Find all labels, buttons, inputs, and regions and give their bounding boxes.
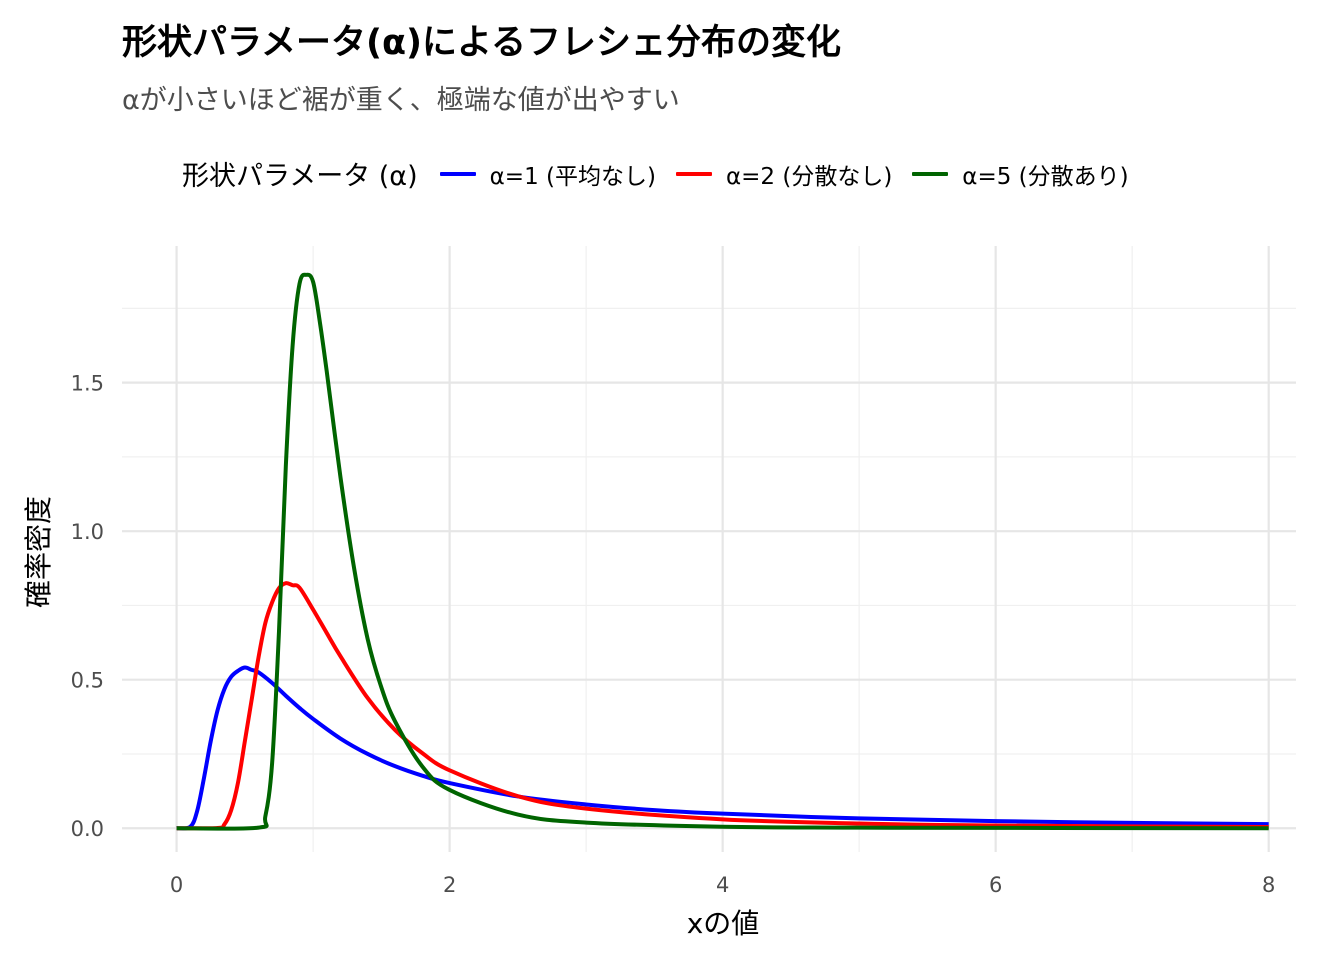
y-axis-title: 確率密度 xyxy=(22,496,55,608)
legend-label-alpha-1: α=1 (平均なし) xyxy=(489,163,656,190)
y-tick-label: 0.5 xyxy=(71,669,104,693)
x-tick-label: 2 xyxy=(443,873,456,897)
x-axis-title: xの値 xyxy=(687,907,760,940)
legend-item-alpha-5: α=5 (分散あり) xyxy=(912,157,1129,191)
legend-key-alpha-1 xyxy=(439,171,476,176)
chart-subtitle: αが小さいほど裾が重く、極端な値が出やすい xyxy=(122,85,680,116)
legend-item-alpha-2: α=2 (分散なし) xyxy=(675,157,893,191)
y-tick-label: 0.0 xyxy=(71,817,104,841)
legend: 形状パラメータ (α) α=1 (平均なし) α=2 (分散なし) α=5 (分… xyxy=(182,154,1149,193)
legend-item-alpha-1: α=1 (平均なし) xyxy=(439,157,656,191)
legend-label-alpha-5: α=5 (分散あり) xyxy=(962,163,1129,190)
x-tick-label: 4 xyxy=(716,873,729,897)
grid xyxy=(122,246,1296,852)
series-line-2 xyxy=(176,581,1269,831)
legend-title: 形状パラメータ (α) xyxy=(182,161,418,192)
tick-labels: 0 2 4 6 8 0.0 0.5 1.0 1.5 xyxy=(71,372,1276,897)
legend-label-alpha-2: α=2 (分散なし) xyxy=(725,163,893,190)
chart-title: 形状パラメータ(α)によるフレシェ分布の変化 xyxy=(122,23,841,63)
x-tick-label: 6 xyxy=(989,873,1002,897)
legend-key-alpha-5 xyxy=(912,171,949,176)
series-line-1 xyxy=(176,665,1269,831)
y-tick-label: 1.5 xyxy=(71,372,104,396)
series-lines xyxy=(176,272,1269,831)
x-tick-label: 8 xyxy=(1262,873,1275,897)
y-tick-label: 1.0 xyxy=(71,520,104,544)
legend-key-alpha-2 xyxy=(675,171,712,176)
series-line-3 xyxy=(176,272,1269,831)
x-tick-label: 0 xyxy=(170,873,183,897)
